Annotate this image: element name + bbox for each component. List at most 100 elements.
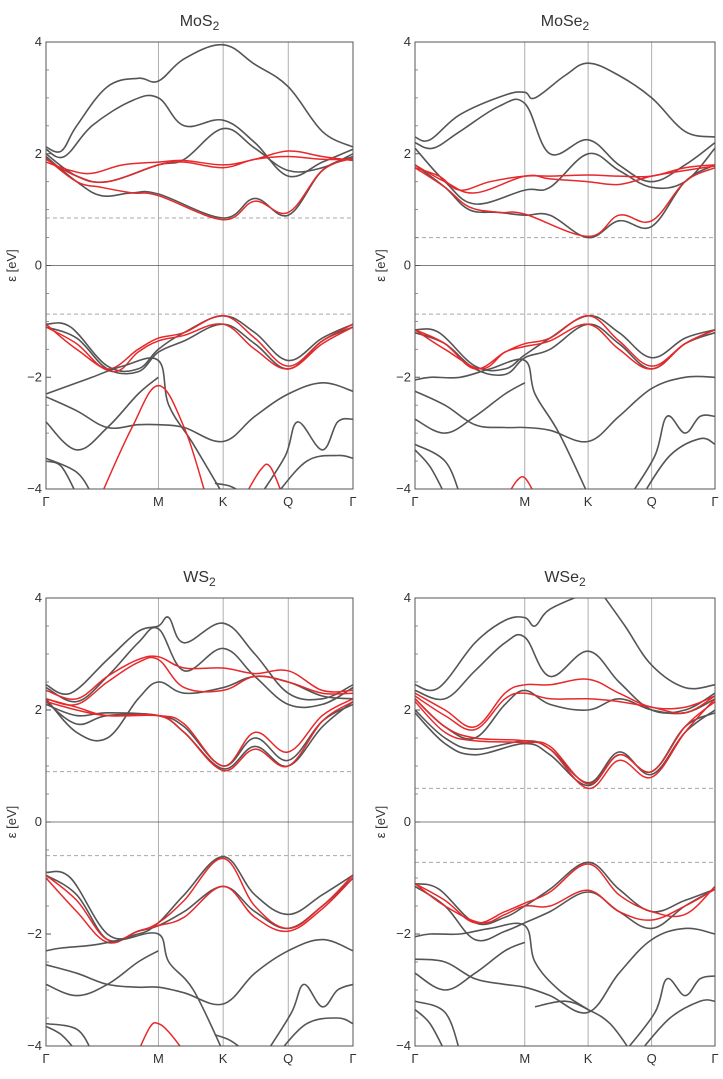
y-axis-label: ε [eV]: [4, 806, 19, 839]
band-line: [283, 1017, 353, 1046]
band-line: [263, 417, 353, 489]
band-line: [510, 476, 533, 489]
band-line: [415, 62, 715, 142]
y-tick-label: −4: [27, 481, 42, 496]
band-line: [46, 877, 353, 944]
y-tick-label: 4: [35, 34, 42, 49]
band-line: [46, 357, 221, 489]
band-line: [415, 167, 715, 238]
band-line: [415, 927, 715, 1014]
x-tick-label: Γ: [349, 494, 356, 509]
band-line: [46, 855, 353, 940]
band-line: [415, 147, 715, 205]
y-tick-label: 2: [35, 702, 42, 717]
x-tick-label: K: [219, 494, 228, 509]
y-tick-label: −2: [396, 369, 411, 384]
y-tick-label: 2: [404, 146, 411, 161]
band-line: [415, 698, 715, 790]
band-line: [415, 633, 715, 714]
band-line: [46, 938, 353, 1006]
band-line: [415, 922, 589, 1011]
y-tick-label: −2: [27, 369, 42, 384]
x-tick-label: Q: [283, 1051, 293, 1066]
band-line: [46, 857, 353, 942]
band-line: [46, 626, 353, 709]
band-line: [269, 983, 353, 1046]
band-line: [46, 675, 353, 742]
band-curves: [415, 62, 715, 489]
x-tick-label: M: [153, 1051, 164, 1066]
y-axis-label: ε [eV]: [4, 249, 19, 282]
y-tick-label: 4: [35, 590, 42, 605]
band-line: [279, 454, 353, 489]
band-line: [46, 655, 353, 700]
band-line: [46, 323, 353, 373]
band-line: [415, 678, 715, 728]
y-tick-label: 4: [404, 34, 411, 49]
band-panel-1: 420−2−4Γ M K Q Γε [eV]MoSe2: [373, 13, 719, 509]
panel-title: WSe2: [544, 569, 586, 589]
band-panel-0: 420−2−4Γ M K Q Γε [eV]MoS2: [4, 13, 357, 509]
band-line: [645, 437, 715, 489]
x-tick-label: Γ: [711, 1051, 718, 1066]
x-tick-label: Γ: [411, 494, 418, 509]
panel-title: MoSe2: [541, 13, 590, 33]
band-line: [46, 381, 353, 443]
band-line: [534, 1000, 629, 1046]
band-curves: [46, 616, 353, 1046]
band-line: [46, 932, 222, 1046]
band-line: [46, 700, 353, 772]
y-tick-label: 0: [404, 814, 411, 829]
band-line: [415, 1000, 460, 1046]
band-line: [415, 882, 715, 924]
band-line: [415, 1008, 444, 1046]
band-line: [46, 950, 159, 997]
y-tick-label: 0: [35, 258, 42, 273]
band-line: [46, 127, 353, 184]
y-tick-label: 4: [404, 590, 411, 605]
x-tick-label: K: [584, 494, 593, 509]
x-tick-label: Q: [647, 1051, 657, 1066]
band-line: [46, 155, 353, 219]
band-line: [46, 94, 353, 178]
y-tick-label: 2: [35, 146, 42, 161]
band-line: [46, 155, 353, 183]
band-line: [415, 861, 715, 926]
band-line: [415, 443, 459, 489]
band-line: [46, 43, 353, 153]
band-line: [415, 314, 715, 372]
band-line: [604, 598, 715, 690]
band-line: [102, 384, 205, 489]
y-tick-label: −2: [396, 926, 411, 941]
x-tick-label: Γ: [349, 1051, 356, 1066]
x-tick-label: K: [219, 1051, 228, 1066]
band-line: [46, 1022, 90, 1046]
band-line: [415, 164, 715, 191]
band-line: [415, 941, 526, 991]
x-tick-label: Q: [647, 494, 657, 509]
band-line: [628, 975, 715, 1046]
band-line: [415, 863, 715, 924]
y-tick-label: −4: [396, 481, 411, 496]
x-tick-label: Γ: [42, 1051, 49, 1066]
band-line: [415, 98, 715, 183]
band-line: [415, 449, 444, 489]
x-tick-label: Γ: [411, 1051, 418, 1066]
y-tick-label: −2: [27, 926, 42, 941]
band-line: [46, 323, 353, 375]
band-line: [415, 323, 715, 370]
band-line: [415, 692, 715, 731]
x-tick-label: M: [519, 494, 530, 509]
band-line: [415, 315, 715, 370]
band-line: [46, 150, 353, 175]
band-line: [46, 457, 90, 489]
band-line: [46, 874, 353, 943]
band-line: [415, 164, 715, 239]
band-line: [214, 1034, 240, 1046]
band-panel-3: 420−2−4Γ M K Q Γε [eV]WSe2: [373, 569, 719, 1066]
panel-title: WS2: [183, 569, 216, 589]
y-tick-label: 0: [404, 258, 411, 273]
band-line: [46, 698, 353, 767]
band-line: [247, 463, 281, 489]
